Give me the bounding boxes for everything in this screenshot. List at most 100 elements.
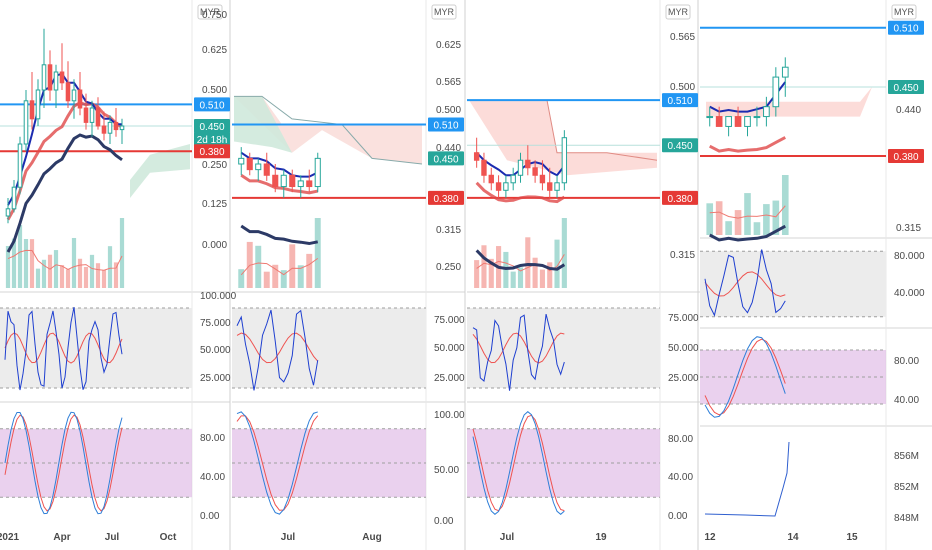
stoch-tick-label: 40.00 [894, 395, 919, 406]
volume-bar [706, 203, 714, 235]
price-badge-label: 0.450 [199, 122, 224, 133]
price-badge-label: 0.510 [433, 121, 458, 132]
candle-body [47, 64, 53, 91]
candle-body [77, 89, 83, 109]
x-tick-label: 14 [787, 532, 799, 543]
price-tick-label: 0.625 [202, 45, 227, 56]
volume-bar [517, 267, 524, 288]
candle-body [53, 71, 59, 91]
volume-bar [503, 251, 509, 288]
rsi-band [232, 308, 426, 388]
price-tick-label: 0.000 [202, 240, 227, 251]
price-tick-label: 0.315 [436, 225, 461, 236]
candle-body [83, 107, 89, 123]
stoch-tick-label: 50.00 [434, 465, 459, 476]
candle-body [17, 143, 23, 188]
ichimoku-cloud [469, 100, 657, 176]
candle-body [763, 106, 770, 118]
volume-bar [734, 210, 742, 235]
rsi-line [472, 313, 565, 391]
price-tick-label: 0.500 [202, 85, 227, 96]
candle-body [113, 121, 119, 131]
volume-bar [5, 246, 11, 288]
candle-body [5, 208, 11, 217]
volume-bar [59, 265, 65, 288]
candle-body [495, 182, 502, 191]
price-badge-label: 0.380 [199, 147, 224, 158]
rsi-line [236, 309, 319, 391]
price-tick-label: 0.625 [436, 40, 461, 51]
rsi-tick-label: 50.000 [668, 343, 699, 354]
candle-body [255, 163, 262, 171]
price-badge-label: 0.380 [893, 152, 918, 163]
moving-average-long [240, 174, 319, 195]
candle-body [89, 107, 95, 123]
rsi-tick-label: 75.000 [200, 318, 231, 329]
stoch-tick-label: 0.00 [200, 511, 220, 522]
volume-bar [47, 254, 53, 288]
volume-bar [238, 269, 245, 288]
candle-body [510, 174, 516, 184]
candle-body [95, 107, 101, 127]
rsi-tick-label: 80.000 [894, 251, 925, 262]
moving-average-short [7, 72, 122, 206]
candle-body [525, 159, 531, 169]
x-tick-label: 19 [595, 532, 607, 543]
candle-body [547, 182, 553, 191]
price-tick-label: 0.125 [202, 199, 227, 210]
volume-bar [263, 271, 270, 288]
stoch-signal-line [236, 415, 319, 511]
x-tick-label: Apr [53, 532, 70, 543]
moving-average-long [475, 181, 566, 204]
price-badge-label: 0.510 [667, 96, 692, 107]
volume-bar [306, 253, 313, 288]
volume-bar [715, 201, 723, 235]
price-badge-label: 0.450 [667, 141, 692, 152]
candle-body [272, 174, 279, 188]
x-tick-label: Jul [500, 532, 515, 543]
price-badge-label: 2d 18h [197, 135, 228, 146]
chart-panel-4: MYR0.5000.4400.3150.5100.4500.38080.0004… [700, 0, 925, 550]
candle-body [306, 180, 313, 188]
price-tick-label: 0.500 [436, 105, 461, 116]
volume-ma-line [7, 249, 123, 271]
volume-bar [17, 225, 23, 288]
price-badge [662, 138, 698, 153]
price-badge-label: 0.450 [433, 154, 458, 165]
moving-average-trend [240, 224, 319, 246]
candle-body [706, 116, 714, 119]
price-badge [888, 149, 924, 164]
price-badge-label: 0.450 [893, 83, 918, 94]
candle-body [744, 116, 751, 127]
volume-bar [255, 245, 262, 288]
volume-bar [532, 257, 538, 288]
stoch-line [472, 411, 565, 515]
volume-bar [525, 237, 531, 288]
candle-body [781, 66, 789, 78]
volume-ma-line [709, 205, 786, 219]
chart-panel-1: MYR0.7500.6250.5000.3750.2500.1250.0000.… [0, 0, 237, 550]
rsi-tick-label: 25.000 [200, 373, 231, 384]
stoch-signal-line [704, 338, 786, 416]
rsi-tick-label: 25.000 [668, 373, 699, 384]
price-badge [662, 93, 698, 108]
price-badge [194, 97, 230, 112]
candle-body [481, 159, 487, 176]
volume-bar [488, 258, 494, 288]
candle-body [488, 174, 494, 184]
volume-bar [11, 238, 17, 288]
x-tick-label: Jul [281, 532, 296, 543]
volume-bar [29, 239, 35, 288]
volume-bar [280, 270, 287, 288]
currency-label: MYR [894, 7, 915, 17]
price-badge [194, 144, 230, 159]
rsi-line [704, 249, 786, 317]
rsi-tick-label: 40.000 [894, 288, 925, 299]
moving-average-long [6, 100, 123, 221]
volume-bar [289, 244, 296, 288]
volume-bar [83, 266, 89, 288]
volume-bar [547, 262, 553, 288]
currency-box [665, 4, 691, 20]
price-badge [194, 132, 230, 146]
